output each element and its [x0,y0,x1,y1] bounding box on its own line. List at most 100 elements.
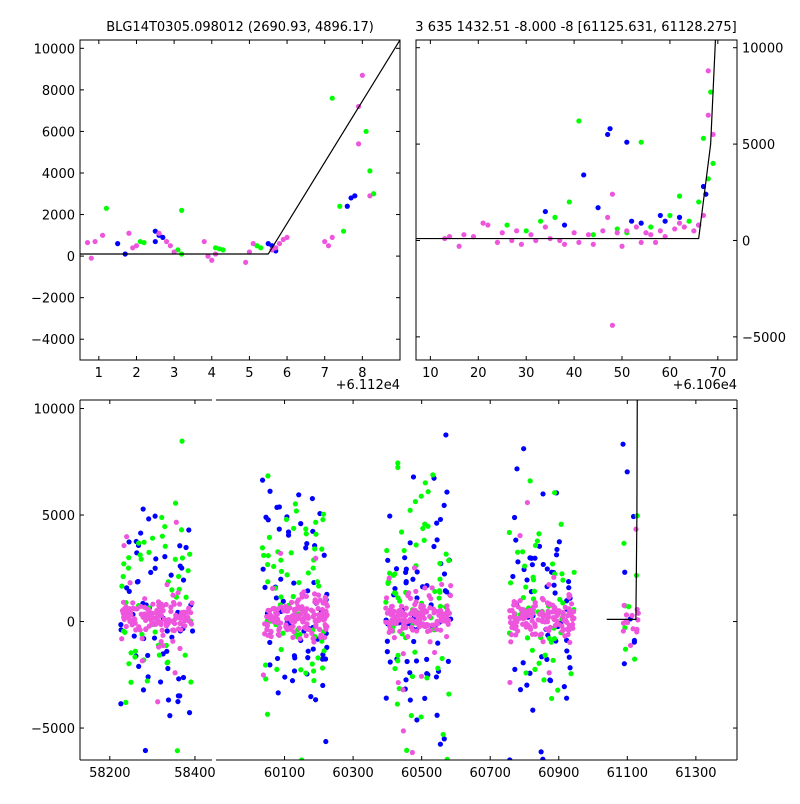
data-point-blue [544,656,550,662]
data-point-pink [444,607,451,613]
data-point-blue [280,598,286,604]
data-point-pink [383,619,389,625]
data-point-pink [303,633,309,639]
data-point-green [437,576,443,582]
data-point-green [309,661,315,667]
data-point-pink [396,608,402,614]
x-tick-label: 60300 [332,766,373,781]
data-point-pink [546,670,552,676]
data-point-pink [146,607,152,613]
data-point-green [159,514,165,521]
data-point-pink [562,633,568,639]
data-point-green [541,677,547,683]
data-point-pink [555,610,562,616]
top-right-panel: 10 20 30 40 50 60 70 −5000 0 5000 10000 [415,39,786,381]
data-point-blue [514,466,520,472]
data-point-pink [170,618,176,625]
data-point-pink [306,626,312,633]
x-tick-label: 30 [518,366,535,381]
data-point-pink [524,622,530,628]
data-point-green [125,565,132,571]
data-point-blue [352,193,358,199]
data-point-pink [620,628,626,634]
data-point-pink [170,638,176,644]
data-point-pink [313,622,319,628]
data-point-green [404,747,410,753]
data-point-blue [442,588,448,594]
data-point-blue [320,682,326,689]
data-point-pink [635,610,641,616]
data-point-blue [624,139,630,145]
data-point-pink [429,622,435,628]
data-point-pink [422,585,428,591]
data-point-pink [538,631,545,637]
data-point-pink [310,614,316,620]
data-point-pink [443,633,450,640]
data-point-blue [267,662,273,668]
data-point-pink [567,592,573,599]
data-point-blue [621,661,627,667]
data-point-green [424,675,430,681]
y-tick-label: −5000 [742,331,786,346]
data-point-blue [186,527,192,533]
x-tick-label: 50 [614,366,631,381]
data-point-pink [566,609,572,615]
data-point-pink [129,622,135,628]
top_left-plot-area [80,40,400,265]
data-point-pink [412,601,418,608]
data-point-green [122,629,128,635]
data-point-pink [585,232,592,238]
data-point-green [162,543,168,549]
data-point-green [576,118,582,124]
data-point-pink [163,238,170,245]
data-point-blue [140,506,146,512]
data-point-pink [158,638,164,645]
data-point-pink [600,228,606,234]
data-point-blue [581,172,587,178]
data-point-pink [672,226,678,232]
model-line [606,400,638,621]
data-point-pink [305,613,311,619]
data-point-pink [270,585,276,591]
data-point-blue [162,554,168,560]
data-point-blue [267,488,273,494]
data-point-blue [410,474,417,480]
data-point-blue [527,555,533,561]
data-point-pink [159,627,165,633]
data-point-green [571,569,577,575]
data-point-pink [297,636,303,642]
data-point-green [119,583,125,589]
data-point-green [708,89,714,95]
data-point-pink [154,617,161,623]
data-point-green [436,595,442,601]
data-point-pink [561,627,567,633]
data-point-pink [296,625,302,631]
data-point-pink [156,230,162,236]
data-point-green [310,668,317,674]
data-point-blue [118,622,124,628]
data-point-blue [553,552,560,558]
data-point-pink [99,232,106,238]
data-point-green [315,655,321,661]
data-point-blue [152,513,158,519]
x-tick-label: 61100 [607,766,648,781]
data-point-blue [521,446,527,452]
data-point-blue [153,556,159,562]
data-point-pink [395,679,401,686]
data-point-pink [532,621,538,627]
data-point-pink [295,613,302,619]
data-point-green [408,712,414,719]
data-point-blue [164,648,170,654]
data-point-pink [480,220,486,226]
data-point-pink [276,632,282,639]
data-point-green [291,525,297,531]
data-point-green [298,667,304,673]
data-point-green [313,531,319,537]
data-point-pink [131,616,137,622]
data-point-blue [410,576,416,582]
data-point-pink [286,614,292,620]
data-point-green [590,232,596,238]
data-point-pink [515,604,521,610]
data-point-green [128,650,134,656]
